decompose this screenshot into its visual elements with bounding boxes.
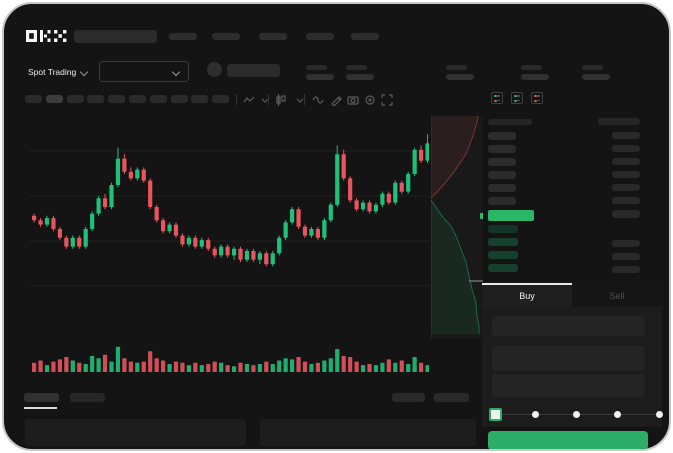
nav-item-4[interactable] <box>306 33 334 40</box>
buy-submit-button[interactable] <box>488 431 648 449</box>
bottom-action-placeholder-2[interactable] <box>434 393 469 402</box>
chevron-down-icon <box>171 67 181 77</box>
expand-icon[interactable] <box>381 94 393 106</box>
bid-price-placeholder[interactable] <box>488 251 518 259</box>
zigzag-icon[interactable] <box>243 94 255 106</box>
candlestick-chart[interactable] <box>29 116 429 339</box>
stat-value-5 <box>582 74 610 80</box>
bid-price-placeholder[interactable] <box>488 264 518 272</box>
ask-price-placeholder[interactable] <box>488 158 516 166</box>
pair-name-placeholder <box>227 64 280 77</box>
bottom-tab-active-underline <box>24 407 57 409</box>
pencil-draw-icon[interactable] <box>330 94 342 106</box>
coin-avatar <box>207 62 222 77</box>
stat-value-1 <box>306 74 334 80</box>
bottom-panel-right <box>260 419 476 446</box>
ask-price-placeholder[interactable] <box>488 145 516 153</box>
timeframe-button-7[interactable] <box>149 95 167 103</box>
bid-price-placeholder[interactable] <box>488 238 518 246</box>
target-icon[interactable] <box>364 94 376 106</box>
chevron-down-icon <box>79 67 89 76</box>
slider-stop-75[interactable] <box>614 410 622 418</box>
ask-amount-placeholder[interactable] <box>612 132 640 139</box>
orderbook-bids-icon[interactable] <box>511 92 523 104</box>
tab-sell[interactable]: Sell <box>572 284 662 307</box>
bid-amount-placeholder[interactable] <box>612 240 640 247</box>
ask-price-placeholder[interactable] <box>488 171 516 179</box>
ask-price-placeholder[interactable] <box>488 197 516 205</box>
stat-value-2 <box>346 74 374 80</box>
timeframe-button-1[interactable] <box>25 95 42 103</box>
toolbar-separator <box>268 94 269 105</box>
ask-amount-placeholder[interactable] <box>612 184 640 191</box>
wave-indicator-icon[interactable] <box>312 94 324 106</box>
timeframe-button-3[interactable] <box>66 95 84 103</box>
timeframe-button-4[interactable] <box>87 95 105 103</box>
bottom-tab-active[interactable] <box>24 393 59 402</box>
bottom-tab-2[interactable] <box>70 393 105 402</box>
market-type-dropdown[interactable]: Spot Trading <box>24 61 91 82</box>
ask-amount-placeholder[interactable] <box>612 197 640 204</box>
chevron-down-icon[interactable] <box>259 94 271 106</box>
camera-icon[interactable] <box>347 94 359 106</box>
last-price-amount-placeholder <box>612 210 640 218</box>
stat-label-5 <box>582 65 603 70</box>
timeframe-button-5[interactable] <box>108 95 126 103</box>
orderbook-combined-icon[interactable] <box>491 92 503 104</box>
chevron-down-icon[interactable] <box>294 94 306 106</box>
orderbook-header-price <box>488 119 532 125</box>
last-price-bar[interactable] <box>488 210 534 221</box>
slider-stop-100[interactable] <box>655 410 663 418</box>
stat-value-3 <box>446 74 474 80</box>
ask-amount-placeholder[interactable] <box>612 158 640 165</box>
bid-amount-placeholder[interactable] <box>612 253 640 260</box>
buy-tab-indicator <box>482 283 572 285</box>
candle-style-icon[interactable] <box>275 94 287 106</box>
timeframe-button-10[interactable] <box>212 95 230 103</box>
tab-buy[interactable]: Buy <box>482 284 572 307</box>
nav-item-1[interactable] <box>169 33 197 40</box>
timeframe-button-9[interactable] <box>191 95 209 103</box>
stat-label-1 <box>306 65 327 70</box>
timeframe-button-8[interactable] <box>170 95 188 103</box>
bottom-panel-left <box>25 419 246 446</box>
ask-price-placeholder[interactable] <box>488 184 516 192</box>
nav-item-2[interactable] <box>212 33 240 40</box>
market-type-label: Spot Trading <box>28 66 77 77</box>
orderbook-asks-icon[interactable] <box>531 92 543 104</box>
ask-amount-placeholder[interactable] <box>612 171 640 178</box>
bid-amount-placeholder[interactable] <box>612 266 640 273</box>
buy-tab-label: Buy <box>519 290 535 301</box>
toolbar-separator <box>236 94 237 105</box>
stat-value-4 <box>521 74 549 80</box>
price-input[interactable] <box>492 316 645 336</box>
pair-selector-dropdown[interactable] <box>99 61 189 82</box>
stat-label-4 <box>521 65 542 70</box>
slider-handle[interactable] <box>489 408 502 421</box>
slider-stop-50[interactable] <box>573 410 580 418</box>
timeframe-button-2[interactable] <box>45 95 63 103</box>
ask-amount-placeholder[interactable] <box>612 145 640 152</box>
nav-item-3[interactable] <box>259 33 287 40</box>
bid-price-placeholder[interactable] <box>488 225 518 233</box>
total-input[interactable] <box>492 374 645 397</box>
timeframe-button-6[interactable] <box>129 95 146 103</box>
depth-profile-chart[interactable] <box>431 116 483 339</box>
toolbar-separator <box>304 94 305 105</box>
volume-chart[interactable] <box>29 342 429 372</box>
slider-stop-25[interactable] <box>531 410 539 418</box>
stat-label-3 <box>446 65 467 70</box>
ask-price-placeholder[interactable] <box>488 132 516 140</box>
stat-label-2 <box>346 65 367 70</box>
sell-tab-label: Sell <box>609 290 625 301</box>
bottom-action-placeholder-1[interactable] <box>392 393 425 402</box>
nav-item-5[interactable] <box>351 33 379 40</box>
search-placeholder[interactable] <box>74 30 157 43</box>
orderbook-header-amount <box>598 118 640 125</box>
amount-input[interactable] <box>492 346 645 371</box>
okx-logo[interactable] <box>26 29 68 43</box>
